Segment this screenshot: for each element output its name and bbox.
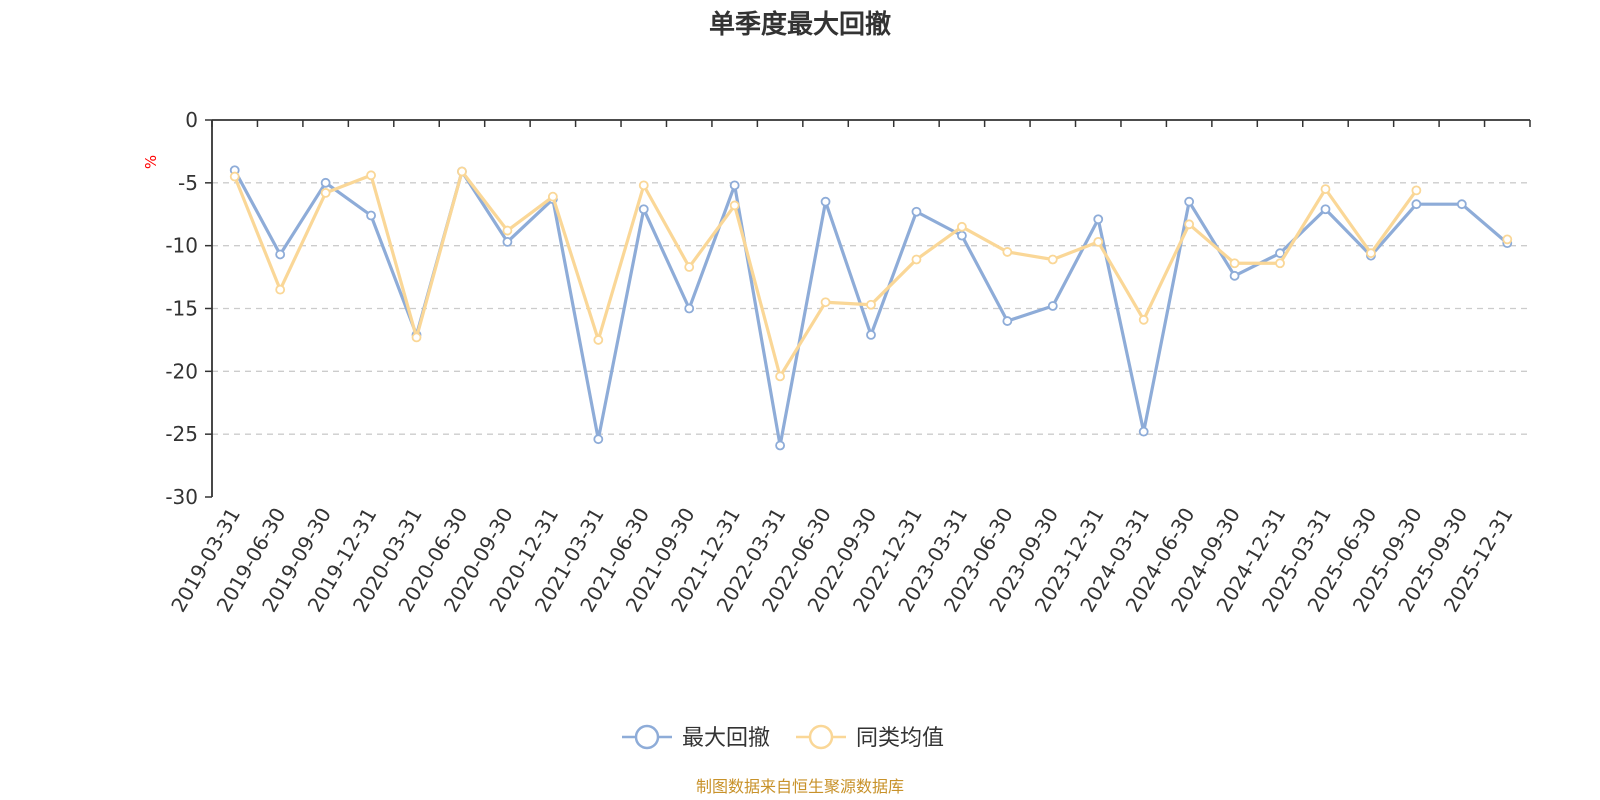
data-point[interactable] bbox=[638, 180, 649, 191]
data-point[interactable] bbox=[411, 332, 422, 343]
data-point[interactable] bbox=[820, 297, 831, 308]
data-point[interactable] bbox=[1229, 270, 1240, 281]
series-2 bbox=[229, 166, 1513, 382]
data-point[interactable] bbox=[1411, 199, 1422, 210]
data-point[interactable] bbox=[502, 225, 513, 236]
data-point[interactable] bbox=[1184, 196, 1195, 207]
legend-item-1[interactable]: 最大回撤 bbox=[622, 724, 770, 751]
y-tick-label: -20 bbox=[165, 359, 198, 383]
legend-marker bbox=[634, 724, 660, 750]
data-point[interactable] bbox=[729, 180, 740, 191]
data-point[interactable] bbox=[593, 335, 604, 345]
y-tick-label: 0 bbox=[185, 108, 198, 132]
data-point[interactable] bbox=[866, 299, 876, 310]
data-point[interactable] bbox=[1366, 248, 1376, 259]
y-tick-label: -25 bbox=[165, 422, 198, 446]
data-point[interactable] bbox=[320, 177, 331, 188]
data-point[interactable] bbox=[366, 210, 376, 221]
data-point[interactable] bbox=[775, 440, 786, 451]
legend-item-2[interactable]: 同类均值 bbox=[796, 724, 944, 751]
series-layer bbox=[229, 165, 1513, 451]
legend[interactable]: 最大回撤 同类均值 bbox=[622, 724, 944, 751]
data-point[interactable] bbox=[684, 303, 695, 314]
data-point[interactable] bbox=[1093, 214, 1104, 225]
data-point[interactable] bbox=[1275, 248, 1285, 259]
y-tick-label: -30 bbox=[165, 485, 198, 509]
data-point[interactable] bbox=[457, 166, 467, 177]
data-point[interactable] bbox=[911, 254, 922, 265]
data-point[interactable] bbox=[593, 434, 604, 445]
data-point[interactable] bbox=[1502, 234, 1513, 245]
y-tick-label: -10 bbox=[165, 234, 198, 258]
data-point[interactable] bbox=[729, 200, 740, 211]
data-point[interactable] bbox=[547, 191, 558, 202]
series-line bbox=[235, 172, 1508, 377]
data-point[interactable] bbox=[1047, 254, 1058, 265]
data-point[interactable] bbox=[866, 329, 876, 340]
data-point[interactable] bbox=[1320, 184, 1331, 195]
legend-label: 同类均值 bbox=[856, 726, 944, 751]
data-point[interactable] bbox=[1456, 199, 1467, 210]
data-point[interactable] bbox=[684, 262, 695, 272]
legend-marker bbox=[808, 724, 834, 750]
data-point[interactable] bbox=[911, 206, 922, 217]
data-source-note: 制图数据来自恒生聚源数据库 bbox=[696, 777, 904, 796]
data-point[interactable] bbox=[1002, 247, 1013, 257]
data-point[interactable] bbox=[1184, 219, 1195, 230]
data-point[interactable] bbox=[1411, 185, 1422, 196]
data-point[interactable] bbox=[1138, 314, 1149, 325]
legend-label: 最大回撤 bbox=[682, 726, 770, 751]
data-point[interactable] bbox=[366, 170, 376, 181]
data-point[interactable] bbox=[1047, 301, 1058, 311]
data-point[interactable] bbox=[1138, 426, 1149, 437]
data-point[interactable] bbox=[320, 187, 331, 198]
y-tick-label: -5 bbox=[178, 171, 198, 195]
data-point[interactable] bbox=[638, 204, 649, 215]
data-point[interactable] bbox=[229, 171, 240, 182]
data-point[interactable] bbox=[820, 196, 831, 207]
data-point[interactable] bbox=[1229, 258, 1240, 269]
chart-title: 单季度最大回撤 bbox=[709, 9, 891, 40]
data-point[interactable] bbox=[502, 236, 513, 247]
data-point[interactable] bbox=[956, 230, 967, 241]
data-point[interactable] bbox=[275, 249, 286, 260]
y-axis-unit: % bbox=[142, 155, 160, 169]
y-tick-label: -15 bbox=[165, 297, 198, 321]
data-point[interactable] bbox=[1275, 258, 1285, 269]
data-point[interactable] bbox=[1320, 204, 1331, 215]
data-point[interactable] bbox=[275, 284, 286, 295]
data-point[interactable] bbox=[1093, 236, 1104, 247]
data-point[interactable] bbox=[775, 371, 786, 382]
data-point[interactable] bbox=[1002, 316, 1013, 326]
data-point[interactable] bbox=[956, 221, 967, 232]
